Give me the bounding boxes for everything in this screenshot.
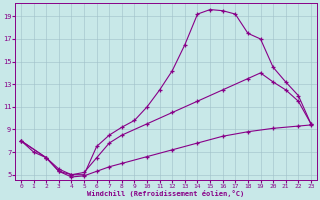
X-axis label: Windchill (Refroidissement éolien,°C): Windchill (Refroidissement éolien,°C) [87,190,244,197]
